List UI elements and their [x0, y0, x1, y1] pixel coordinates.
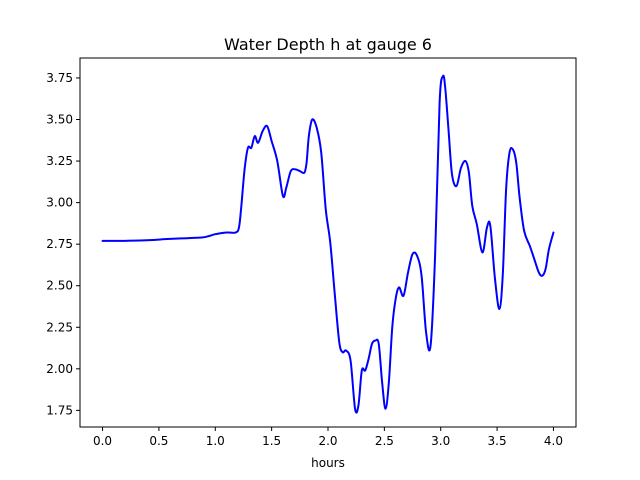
x-tick-label: 2.5	[375, 434, 394, 448]
y-tick-label: 3.75	[46, 71, 73, 85]
y-tick-label: 1.75	[46, 403, 73, 417]
y-tick-label: 3.25	[46, 154, 73, 168]
y-tick-label: 2.75	[46, 237, 73, 251]
y-axis: 1.75 2.00 2.25 2.50 2.75 3.00 3.25 3.50 3.75	[46, 71, 80, 417]
plot-area	[79, 57, 577, 428]
x-tick-label: 0.5	[149, 434, 168, 448]
x-axis-label: hours	[311, 456, 345, 470]
x-tick-label: 0.0	[93, 434, 112, 448]
x-axis: 0.0 0.5 1.0 1.5 2.0 2.5 3.0 3.5 4.0	[93, 427, 563, 448]
x-tick-label: 1.0	[206, 434, 225, 448]
series-line-0	[101, 74, 555, 414]
series-group	[101, 74, 555, 414]
x-tick-label: 1.5	[262, 434, 281, 448]
chart-title: Water Depth h at gauge 6	[224, 35, 432, 54]
y-tick-label: 3.00	[46, 196, 73, 210]
x-tick-label: 4.0	[544, 434, 563, 448]
y-tick-label: 2.25	[46, 320, 73, 334]
x-tick-label: 3.0	[431, 434, 450, 448]
y-tick-label: 2.50	[46, 279, 73, 293]
y-tick-label: 3.50	[46, 113, 73, 127]
y-tick-label: 2.00	[46, 362, 73, 376]
x-tick-label: 2.0	[318, 434, 337, 448]
x-tick-label: 3.5	[488, 434, 507, 448]
plot-frame	[79, 57, 577, 428]
